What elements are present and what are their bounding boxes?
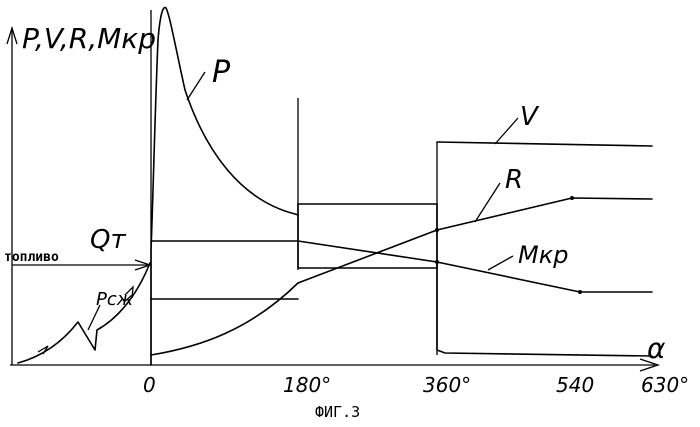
y-axis-label: P,V,R,Mкр [22, 22, 156, 55]
x-axis-arrow [639, 358, 661, 372]
arrow-pszh-2 [124, 285, 134, 299]
tick-360: 360° [423, 373, 471, 397]
tick-630: 630° [641, 373, 689, 397]
label-p: P [212, 55, 231, 90]
label-mkr: Mкр [518, 241, 568, 269]
leader-p [186, 71, 206, 101]
y-axis-arrow [6, 25, 18, 45]
label-fuel: топливо [4, 250, 59, 265]
curve-r-start [150, 282, 299, 356]
leader-r [474, 182, 501, 223]
arrow-pszh-1 [37, 345, 49, 355]
curve-mkr [297, 240, 653, 293]
label-r: R [505, 165, 523, 195]
tick-540: 540 [556, 373, 594, 397]
leader-mkr [487, 255, 514, 271]
point-mkr-360 [435, 260, 439, 264]
label-fuel-symbol: Qт [90, 225, 126, 255]
point-r-540 [570, 196, 574, 200]
curve-drop [436, 261, 653, 357]
label-v: V [520, 102, 540, 132]
fuel-arrow-head [134, 259, 153, 271]
point-r-360 [435, 228, 439, 232]
band-mid [297, 203, 438, 269]
curve-pszh [17, 262, 151, 364]
leader-pszh [87, 304, 101, 331]
curve-p [150, 6, 299, 366]
tick-180: 180° [283, 373, 331, 397]
curve-v [297, 141, 653, 205]
x-axis-label: α [647, 332, 666, 365]
leader-v [494, 117, 519, 145]
point-mkr-540 [578, 290, 582, 294]
label-pszh: Pсж [96, 289, 134, 310]
curve-r [297, 197, 653, 284]
figure-caption: ФИГ.3 [315, 403, 360, 421]
tick-0: 0 [143, 373, 156, 397]
